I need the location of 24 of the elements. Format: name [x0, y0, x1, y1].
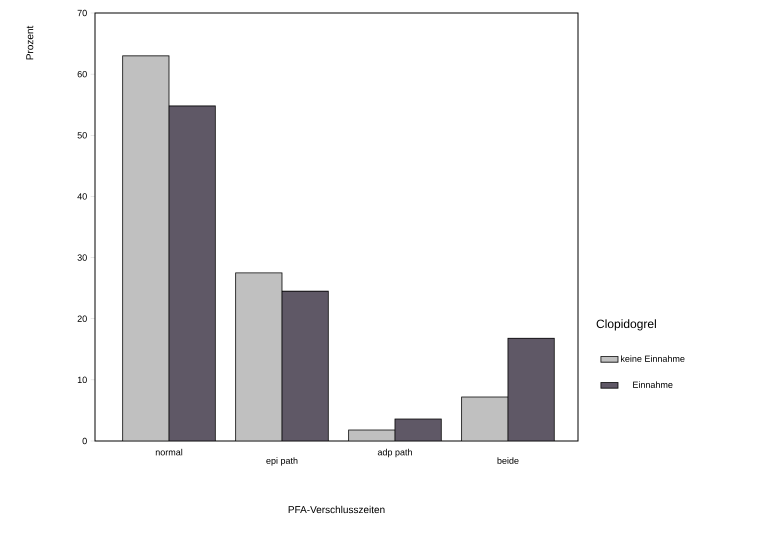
- x-tick-label: epi path: [266, 457, 298, 466]
- y-tick-label: 20: [78, 316, 87, 322]
- x-tick-label: adp path: [378, 448, 412, 458]
- y-tick-label: 10: [78, 376, 87, 384]
- bar: [508, 338, 555, 441]
- y-tick-label: 40: [77, 193, 87, 200]
- legend-label: keine Einnahme: [621, 355, 685, 362]
- y-tick-label: 70: [78, 10, 87, 16]
- bar: [122, 56, 170, 441]
- legend-label: Einnahme: [633, 381, 673, 388]
- y-axis-title: Prozent: [26, 26, 34, 60]
- bar: [282, 291, 328, 441]
- y-tick-label: 60: [78, 70, 87, 78]
- bar: [394, 418, 442, 441]
- y-tick-label: 30: [78, 254, 87, 261]
- x-tick-label: beide: [498, 457, 519, 464]
- bar: [169, 106, 216, 441]
- legend-title: Clopidogrel: [596, 319, 656, 330]
- y-tick-label: 0: [82, 438, 87, 444]
- bar: [236, 272, 282, 441]
- x-axis-title: PFA-Verschlusszeiten: [288, 506, 384, 514]
- x-tick-label: normal: [156, 448, 182, 456]
- bar: [461, 396, 508, 441]
- y-tick-label: 50: [78, 132, 87, 138]
